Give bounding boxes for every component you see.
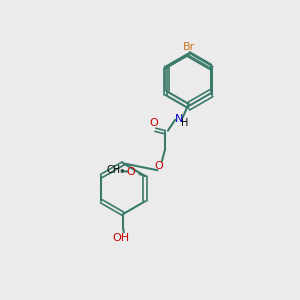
Text: N: N xyxy=(175,114,183,124)
Text: O: O xyxy=(154,161,163,171)
Text: CH₃: CH₃ xyxy=(106,165,124,175)
Text: O: O xyxy=(126,167,135,176)
Text: H: H xyxy=(182,118,189,128)
Text: O: O xyxy=(149,118,158,128)
Text: OH: OH xyxy=(112,233,129,243)
Text: Br: Br xyxy=(182,42,195,52)
